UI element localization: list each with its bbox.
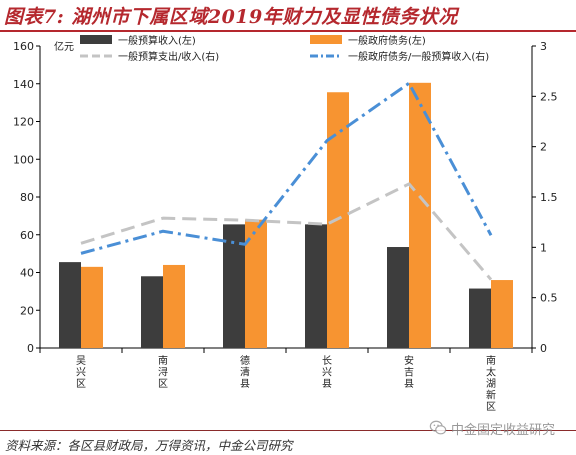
left-tick-label: 160 (13, 40, 34, 53)
legend-label: 一般政府债务/一般预算收入(右) (348, 50, 489, 63)
chart-title: 图表7: 湖州市下属区域2019年财力及显性债务状况 (4, 6, 458, 28)
series-lines (80, 81, 493, 281)
category-label: 安吉县 (404, 354, 414, 390)
line-expenditure-revenue-ratio (80, 182, 493, 281)
bar-budget-revenue (469, 288, 491, 348)
left-tick-label: 60 (20, 229, 34, 242)
right-tick-label: 2 (540, 141, 547, 154)
right-tick-label: 1 (540, 241, 547, 254)
bar-government-debt (163, 264, 185, 348)
bar-budget-revenue (305, 224, 327, 348)
left-tick-label: 80 (20, 191, 34, 204)
bar-budget-revenue (223, 224, 245, 348)
axes: 0 20 40 60 80 100 120 140 160 亿元 0 0.5 1 1.5 2 2.5 3 吴兴区 南… (13, 40, 558, 413)
source-note: 资料来源：各区县财政局，万得资讯，中金公司研究 (5, 438, 293, 453)
bar-budget-revenue (387, 247, 409, 348)
right-tick-label: 3 (540, 40, 547, 53)
category-label: 德清县 (240, 354, 250, 390)
chart-svg: 0 20 40 60 80 100 120 140 160 亿元 0 0.5 1 1.5 2 2.5 3 吴兴区 南… (13, 34, 558, 413)
bar-budget-revenue (141, 276, 163, 348)
bar-budget-revenue (59, 262, 81, 348)
right-tick-label: 0 (540, 342, 547, 355)
left-tick-label: 40 (20, 267, 34, 280)
legend-item: 一般预算收入(左) (80, 34, 196, 47)
legend-swatch (80, 35, 112, 44)
legend-item: 一般政府债务(左) (310, 34, 426, 47)
bar-government-debt (81, 266, 103, 348)
category-label: 南浔区 (158, 354, 168, 390)
category-label: 吴兴区 (76, 355, 86, 390)
category-label: 长兴县 (322, 355, 332, 390)
footer-divider (0, 430, 576, 431)
legend-label: 一般政府债务(左) (348, 34, 426, 47)
left-tick-label: 100 (13, 153, 34, 166)
legend-label: 一般预算收入(左) (118, 34, 196, 47)
right-tick-label: 2.5 (540, 90, 558, 103)
legend-item: 一般政府债务/一般预算收入(右) (310, 50, 489, 63)
legend-item: 一般预算支出/收入(右) (80, 50, 219, 63)
legend-swatch (310, 35, 342, 44)
legend-label: 一般预算支出/收入(右) (118, 50, 219, 63)
left-tick-label: 120 (13, 116, 34, 129)
left-axis-unit: 亿元 (54, 40, 74, 53)
right-tick-label: 0.5 (540, 292, 558, 305)
category-label: 南太湖新区 (486, 354, 496, 413)
wechat-icon (429, 420, 447, 435)
bar-government-debt (491, 280, 513, 348)
left-tick-label: 0 (27, 342, 34, 355)
title-divider (0, 30, 576, 32)
watermark: 中金固定收益研究 (429, 418, 555, 438)
bars (59, 82, 513, 349)
watermark-text: 中金固定收益研究 (451, 422, 556, 438)
left-tick-label: 140 (13, 78, 34, 91)
legend: 一般预算收入(左) 一般政府债务(左) 一般预算支出/收入(右) 一般政府债务/一般预… (80, 34, 489, 63)
bar-government-debt (245, 219, 267, 348)
bar-government-debt (409, 82, 431, 349)
right-tick-label: 1.5 (540, 191, 558, 204)
left-tick-label: 20 (20, 304, 34, 317)
